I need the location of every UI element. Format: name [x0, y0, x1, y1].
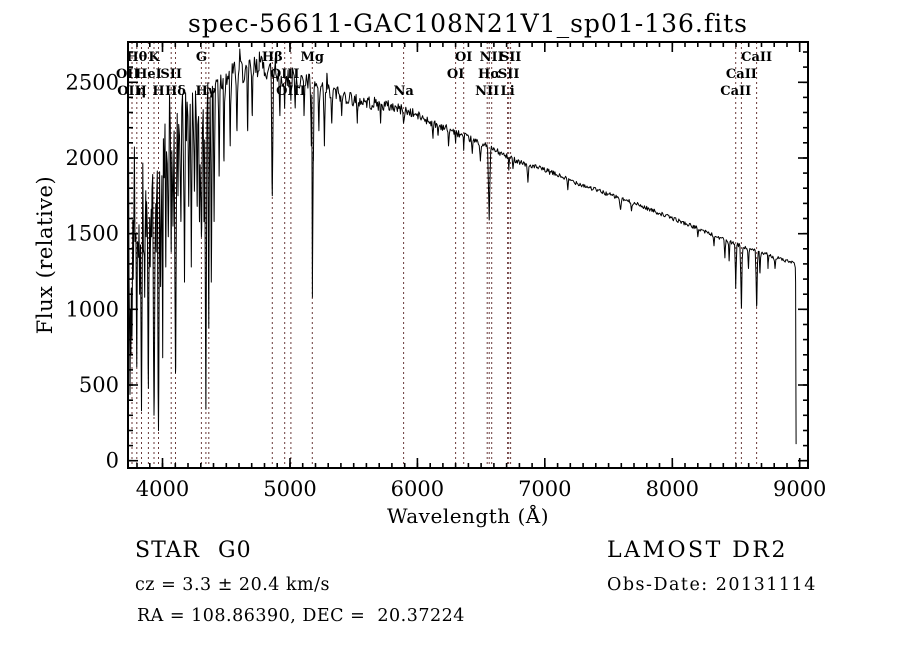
spectral-line-label: Na	[393, 84, 414, 99]
y-tick-label: 1000	[66, 297, 119, 321]
spectral-line-label: NII	[480, 50, 504, 65]
y-tick-label: 500	[79, 373, 119, 397]
y-tick-label: 2500	[66, 70, 119, 94]
spectral-line-label: CaII	[720, 84, 751, 99]
spectral-line-label: HeI	[135, 67, 162, 82]
x-tick-label: 7000	[518, 477, 571, 501]
spectral-line-label: Mg	[301, 50, 324, 65]
spectral-line-label: NII	[475, 84, 499, 99]
y-axis-label: Flux (relative)	[33, 176, 57, 334]
spectral-line-markers-group	[127, 42, 758, 468]
x-tick-label: 4000	[136, 477, 189, 501]
x-tick-label: 8000	[646, 477, 699, 501]
spectral-line-label: CaII	[726, 67, 757, 82]
x-tick-label: 5000	[263, 477, 316, 501]
spectral-line-label: SII	[498, 67, 520, 82]
axis-tick-labels-group: 4000 5000 6000 7000 8000 9000 0 500 1000 1500 2000…	[66, 70, 827, 501]
spectrum-trace	[128, 48, 797, 445]
x-axis-label: Wavelength (Å)	[387, 503, 549, 528]
x-tick-label: 6000	[391, 477, 444, 501]
spectral-line-label: Hδ	[165, 84, 186, 99]
ra-dec-label: RA = 108.86390, DEC = 20.37224	[137, 606, 465, 626]
spectral-line-label: Hθ	[126, 50, 147, 65]
spectral-line-label: SII	[500, 50, 522, 65]
plot-border	[127, 41, 809, 469]
cz-value-label: cz = 3.3 ± 20.4 km/s	[135, 575, 330, 595]
spectral-line-label: Hβ	[262, 50, 283, 65]
y-tick-label: 1500	[66, 222, 119, 246]
spectral-line-label: K	[148, 50, 160, 65]
y-tick-label: 0	[106, 449, 119, 473]
spectral-line-label: Hγ	[195, 84, 216, 99]
plot-title: spec-56611-GAC108N21V1_sp01-136.fits	[188, 9, 748, 38]
spectral-line-label: Li	[501, 84, 515, 99]
spectral-line-label: CaII	[741, 50, 772, 65]
x-tick-label: 9000	[773, 477, 826, 501]
object-subclass-label: G0	[218, 538, 252, 563]
spectral-line-label: OI	[455, 50, 472, 65]
spectral-line-label: η	[137, 84, 146, 99]
spectral-line-label: OIII	[117, 84, 147, 99]
y-tick-label: 2000	[66, 146, 119, 170]
spectral-line-label: Hα	[478, 67, 500, 82]
survey-release-label: LAMOST DR2	[607, 538, 788, 563]
object-class-label: STAR	[135, 538, 200, 563]
spectral-line-label: H	[152, 84, 164, 99]
spectral-line-label: G	[196, 50, 207, 65]
spectral-line-label: OI	[447, 67, 464, 82]
obs-date-label: Obs-Date: 20131114	[607, 575, 817, 595]
spectral-line-label: SII	[160, 67, 182, 82]
